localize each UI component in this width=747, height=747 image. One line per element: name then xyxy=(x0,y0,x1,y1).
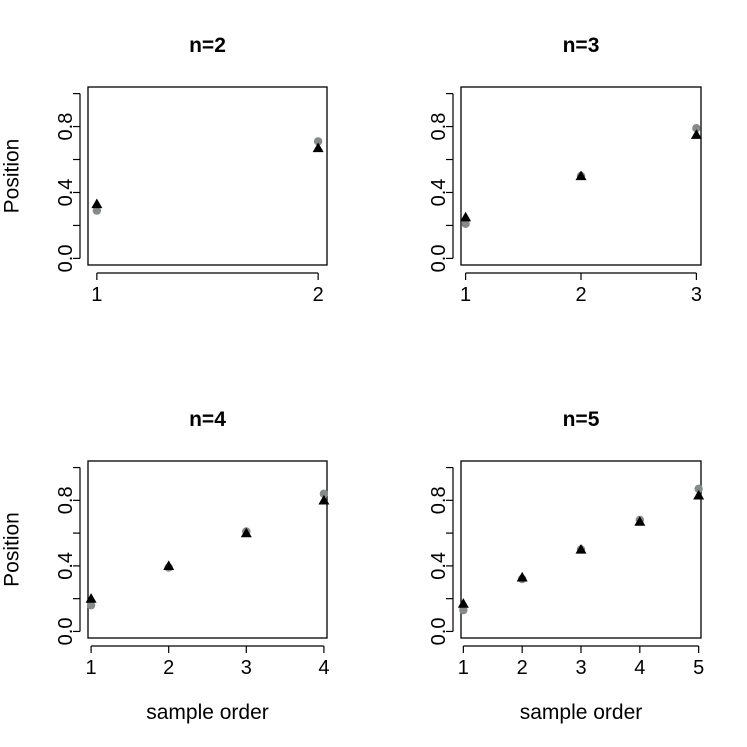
triangle-point xyxy=(575,170,587,181)
panel-title: n=5 xyxy=(563,408,600,431)
triangle-point xyxy=(693,489,705,500)
y-tick-label: 0.4 xyxy=(55,179,77,207)
x-tick-label: 1 xyxy=(460,284,471,306)
triangle-point xyxy=(460,211,472,222)
plot-frame xyxy=(460,86,702,266)
x-tick-label: 1 xyxy=(86,657,97,679)
x-axis-label: sample order xyxy=(520,701,643,724)
panel-title: n=2 xyxy=(189,34,226,57)
circle-point xyxy=(459,605,468,615)
x-tick-label: 2 xyxy=(163,657,174,679)
x-tick-label: 4 xyxy=(634,657,645,679)
x-tick-label: 3 xyxy=(691,284,702,306)
y-tick-label: 0.8 xyxy=(55,113,77,141)
x-tick-label: 2 xyxy=(517,657,528,679)
triangle-point xyxy=(85,593,97,603)
triangle-point xyxy=(240,527,252,538)
y-tick-label: 0.8 xyxy=(428,486,450,514)
triangle-point xyxy=(312,142,324,153)
circle-point xyxy=(92,206,102,215)
circle-point xyxy=(313,137,323,146)
triangle-point xyxy=(318,494,330,505)
x-tick-label: 3 xyxy=(575,657,586,679)
circle-point xyxy=(694,484,703,494)
x-tick-label: 4 xyxy=(318,657,329,679)
triangle-point xyxy=(575,544,587,554)
y-tick-label: 0.8 xyxy=(55,486,77,514)
panel-4: n=5 0.0 0.4 0.8 1 2 3 4 5 sample order xyxy=(428,408,704,724)
x-tick-label: 2 xyxy=(313,284,324,306)
x-tick-label: 1 xyxy=(91,284,102,306)
plot-frame xyxy=(87,86,328,266)
y-tick-label: 0.0 xyxy=(55,618,77,646)
panel-title: n=4 xyxy=(189,408,226,431)
plot-frame xyxy=(460,460,702,639)
circle-point xyxy=(692,124,701,133)
circle-point xyxy=(461,219,470,228)
x-tick-label: 1 xyxy=(458,657,469,679)
y-axis-label: Position xyxy=(1,512,24,587)
circle-point xyxy=(86,601,96,610)
triangle-point xyxy=(690,129,702,139)
y-tick-label: 0.4 xyxy=(428,179,450,207)
plot-frame xyxy=(87,460,328,639)
y-axis-label: Position xyxy=(1,139,24,214)
x-axis-label: sample order xyxy=(146,701,269,724)
x-tick-label: 5 xyxy=(693,657,704,679)
panel-1: n=2 0.0 0.4 0.8 1 2 Position xyxy=(1,34,328,306)
y-tick-label: 0.0 xyxy=(428,245,450,273)
y-tick-label: 0.8 xyxy=(428,113,450,141)
y-tick-label: 0.0 xyxy=(55,245,77,273)
panel-2: n=3 0.0 0.4 0.8 1 2 3 xyxy=(428,34,702,306)
y-tick-label: 0.0 xyxy=(428,618,450,646)
triangle-point xyxy=(457,598,469,608)
x-tick-label: 2 xyxy=(575,284,586,306)
panel-title: n=3 xyxy=(563,34,600,57)
panel-3: n=4 0.0 0.4 0.8 1 2 3 4 Position sample order xyxy=(1,408,330,724)
y-tick-label: 0.4 xyxy=(55,552,77,580)
circle-point xyxy=(319,489,329,498)
y-tick-label: 0.4 xyxy=(428,552,450,580)
triangle-point xyxy=(516,571,528,582)
triangle-point xyxy=(163,560,175,571)
triangle-point xyxy=(634,516,646,526)
x-tick-label: 3 xyxy=(241,657,252,679)
triangle-point xyxy=(91,198,103,209)
